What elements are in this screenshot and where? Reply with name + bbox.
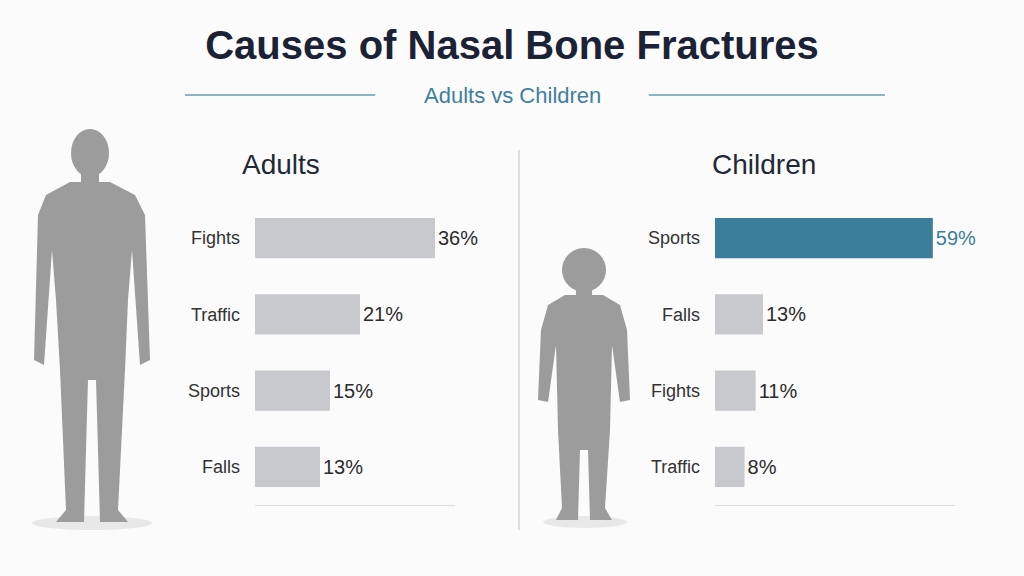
svg-text:Falls: Falls — [662, 305, 700, 325]
svg-text:Causes of Nasal Bone Fractures: Causes of Nasal Bone Fractures — [205, 23, 819, 67]
svg-text:Adults: Adults — [242, 149, 320, 180]
svg-text:13%: 13% — [323, 456, 363, 478]
svg-text:15%: 15% — [333, 380, 373, 402]
svg-text:59%: 59% — [936, 227, 976, 249]
svg-text:Falls: Falls — [202, 457, 240, 477]
svg-text:Traffic: Traffic — [651, 457, 700, 477]
svg-text:Fights: Fights — [191, 228, 240, 248]
svg-text:Sports: Sports — [188, 381, 240, 401]
svg-text:Fights: Fights — [651, 381, 700, 401]
svg-text:Traffic: Traffic — [191, 305, 240, 325]
svg-text:Children: Children — [712, 149, 816, 180]
svg-text:11%: 11% — [759, 380, 798, 402]
svg-text:Sports: Sports — [648, 228, 700, 248]
svg-text:36%: 36% — [438, 227, 478, 249]
svg-text:8%: 8% — [748, 456, 777, 478]
svg-text:Adults vs Children: Adults vs Children — [424, 83, 601, 108]
svg-text:21%: 21% — [363, 303, 403, 325]
svg-text:13%: 13% — [766, 303, 806, 325]
